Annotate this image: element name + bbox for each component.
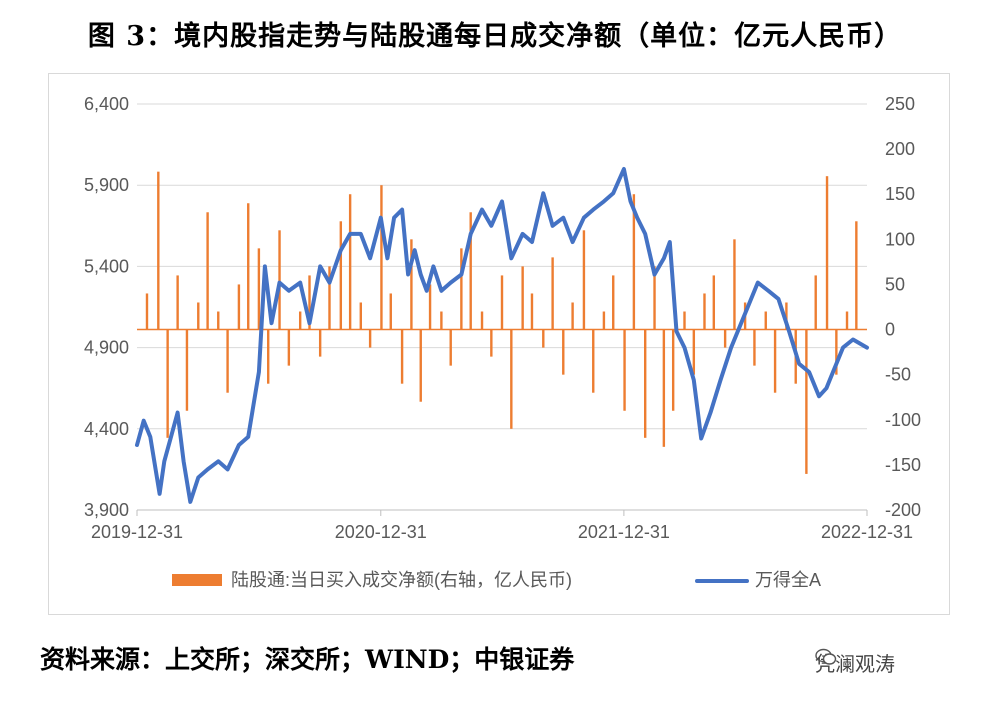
y-right-tick-label: 100 (885, 229, 915, 249)
bar-mark (602, 311, 606, 330)
bar-mark (551, 257, 554, 330)
x-tick-label: 2020-12-31 (335, 522, 427, 542)
bar-mark (237, 284, 241, 330)
bar-mark (298, 311, 302, 330)
bar-mark (723, 329, 727, 348)
bar-mark (226, 329, 229, 393)
bar-mark (623, 329, 626, 411)
y-right-tick-label: -50 (885, 365, 911, 385)
y-left-tick-label: 4,400 (84, 419, 129, 439)
source-note: 资料来源：上交所；深交所；WIND；中银证券 (40, 645, 575, 674)
bar-mark (662, 329, 666, 447)
bar-mark (145, 293, 149, 330)
bar-mark (257, 248, 261, 330)
bar-mark (318, 329, 322, 357)
bar-mark (359, 302, 362, 330)
legend-swatch-bar (172, 574, 222, 586)
bar-mark (267, 329, 270, 384)
y-right-tick-label: 50 (885, 274, 905, 294)
bar-mark (773, 329, 777, 393)
bar-mark (176, 275, 179, 330)
y-left-tick-label: 6,400 (84, 94, 129, 114)
bar-mark (521, 266, 524, 330)
bar-mark (449, 329, 452, 366)
bar-mark (571, 302, 574, 330)
bar-mark (410, 239, 413, 330)
bar-mark (671, 329, 675, 411)
y-left-tick-label: 5,900 (84, 175, 129, 195)
bar-mark (419, 329, 422, 402)
bar-mark (400, 329, 404, 384)
line-series-wind-a (135, 167, 869, 504)
bar-mark (480, 311, 484, 330)
bar-mark (805, 329, 808, 474)
y-left-tick-label: 5,400 (84, 256, 129, 276)
bar-mark (247, 203, 250, 330)
bar-mark (166, 329, 169, 438)
bar-mark (733, 239, 736, 330)
bar-mark (308, 275, 311, 330)
bar-mark (764, 311, 767, 330)
y-right-tick-label: 0 (885, 320, 895, 340)
x-tick-label: 2019-12-31 (91, 522, 183, 542)
bar-mark (644, 329, 647, 438)
chart-area: 6,400 5,900 5,400 4,900 4,400 3,900 250 200 150 1… (48, 73, 950, 615)
bar-mark (328, 266, 331, 330)
bar-mark (510, 329, 513, 429)
y-right-tick-label: 150 (885, 184, 915, 204)
legend-label-bar: 陆股通:当日买入成交净额(右轴，亿人民币) (231, 570, 572, 590)
bar-mark (632, 194, 636, 330)
bar-mark (612, 275, 615, 330)
bar-mark (835, 329, 838, 375)
x-tick-label: 2022-12-31 (821, 522, 913, 542)
bar-mark (530, 293, 534, 330)
bar-mark (490, 329, 493, 357)
chart-svg: 6,400 5,900 5,400 4,900 4,400 3,900 250 200 150 1… (84, 94, 921, 590)
bar-mark (785, 302, 788, 330)
bar-mark (814, 275, 817, 330)
bar-mark (542, 329, 545, 348)
bar-mark (825, 176, 829, 330)
bar-mark (460, 248, 463, 330)
bar-mark (206, 212, 209, 330)
bar-mark (712, 275, 716, 330)
bar-mark (185, 329, 189, 411)
bar-mark (278, 230, 281, 330)
bar-mark (339, 221, 343, 330)
bar-mark (855, 221, 858, 330)
bar-mark (380, 185, 383, 330)
bar-mark (157, 171, 160, 330)
bar-mark (428, 284, 432, 330)
y-right-tick-label: -200 (885, 500, 921, 520)
y-right-tick-label: -150 (885, 455, 921, 475)
bar-mark (562, 329, 565, 375)
y-left-tick-label: 3,900 (84, 500, 129, 520)
chart-title: 图 3：境内股指走势与陆股通每日成交净额（单位：亿元人民币） (87, 21, 903, 52)
bar-mark (287, 329, 291, 366)
y-right-tick-label: 200 (885, 139, 915, 159)
bar-mark (703, 293, 706, 330)
bar-mark (368, 329, 372, 348)
bar-mark (197, 302, 200, 330)
y-right-tick-label: 250 (885, 94, 915, 114)
bar-mark (582, 230, 586, 330)
legend-label-line: 万得全A (755, 570, 821, 590)
bar-mark (500, 275, 504, 330)
bar-mark (845, 311, 849, 330)
bar-mark (217, 311, 220, 330)
bar-mark (683, 311, 686, 330)
y-left-tick-label: 4,900 (84, 338, 129, 358)
bar-mark (440, 311, 443, 330)
y-right-tick-label: -100 (885, 410, 921, 430)
wechat-icon (815, 648, 837, 665)
bar-mark (753, 329, 756, 366)
bar-mark (653, 266, 656, 330)
bar-mark (469, 212, 472, 330)
watermark: 凭澜观涛 (815, 648, 895, 677)
bar-mark (592, 329, 595, 393)
bar-mark (692, 329, 696, 375)
bar-mark (348, 194, 352, 330)
x-tick-label: 2021-12-31 (578, 522, 670, 542)
bar-mark (389, 293, 392, 330)
